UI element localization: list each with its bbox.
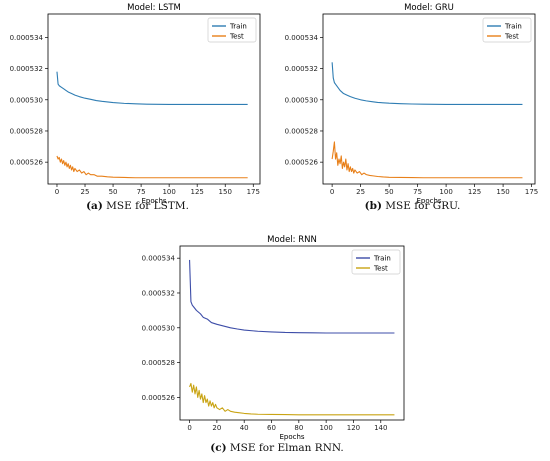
chart-rnn-ytick-label: 0.000528 bbox=[142, 359, 175, 367]
chart-rnn-xtick-label: 0 bbox=[187, 424, 191, 432]
chart-lstm-series-train-line bbox=[56, 71, 248, 106]
caption-lstm: (a) MSE for LSTM. bbox=[0, 200, 275, 212]
chart-rnn-plot-frame bbox=[179, 245, 405, 421]
chart-rnn-xtick-label: 20 bbox=[212, 424, 221, 432]
chart-lstm-legend-label-test: Test bbox=[229, 33, 244, 41]
chart-lstm-ytick-label: 0.000528 bbox=[10, 127, 43, 135]
chart-gru: Model: GRU 0 25 50 75 100 125 150 175 0.000526 0.0… bbox=[285, 3, 539, 205]
caption-rnn-letter: (c) bbox=[210, 442, 227, 454]
chart-panel-lstm: Model: LSTM 0 25 50 75 100 125 150 175 0.000526 0.… bbox=[0, 0, 275, 205]
chart-gru-ytick-label: 0.000528 bbox=[285, 127, 318, 135]
chart-gru-xtick-label: 75 bbox=[413, 188, 422, 196]
caption-gru: (b) MSE for GRU. bbox=[275, 200, 550, 212]
chart-rnn-xtick-label: 100 bbox=[319, 424, 332, 432]
chart-gru-legend-label-train: Train bbox=[504, 23, 522, 31]
chart-gru-ytick-label: 0.000532 bbox=[285, 65, 318, 73]
chart-rnn-ytick-label: 0.000534 bbox=[142, 255, 176, 263]
chart-lstm-ytick-label: 0.000530 bbox=[10, 96, 43, 104]
chart-lstm-series-test-line bbox=[56, 155, 248, 179]
chart-gru-xtick-label: 50 bbox=[385, 188, 394, 196]
chart-rnn-xtick-label: 60 bbox=[267, 424, 276, 432]
chart-lstm-legend-label-train: Train bbox=[229, 23, 247, 31]
chart-gru-legend-label-test: Test bbox=[504, 33, 519, 41]
chart-rnn-xtick-label: 120 bbox=[347, 424, 360, 432]
chart-gru-title: Model: GRU bbox=[404, 3, 454, 13]
chart-rnn-series-test-line bbox=[189, 382, 395, 416]
caption-lstm-text: MSE for LSTM. bbox=[102, 200, 189, 212]
chart-rnn-title: Model: RNN bbox=[267, 235, 317, 245]
chart-gru-xtick-label: 150 bbox=[496, 188, 509, 196]
chart-lstm-xlabel: Epochs bbox=[141, 197, 166, 205]
chart-rnn-legend-label-train: Train bbox=[373, 255, 391, 263]
chart-lstm-ytick-label: 0.000534 bbox=[10, 34, 44, 42]
chart-rnn-xtick-label: 40 bbox=[240, 424, 249, 432]
chart-panel-rnn: Model: RNN 0 20 40 60 80 100 120 140 0.000526 0.00… bbox=[132, 232, 422, 441]
chart-gru-xlabel: Epochs bbox=[416, 197, 441, 205]
chart-panel-gru: Model: GRU 0 25 50 75 100 125 150 175 0.000526 0.0… bbox=[275, 0, 550, 205]
chart-lstm-ytick-label: 0.000526 bbox=[10, 159, 44, 167]
chart-gru-series-train-line bbox=[331, 62, 523, 106]
chart-gru-ytick-label: 0.000530 bbox=[285, 96, 318, 104]
chart-rnn-legend-label-test: Test bbox=[373, 265, 388, 273]
chart-lstm-plot-frame bbox=[47, 13, 261, 185]
chart-lstm-ytick-label: 0.000532 bbox=[10, 65, 43, 73]
chart-lstm-xtick-label: 75 bbox=[137, 188, 146, 196]
chart-rnn-legend: Train Test bbox=[351, 249, 401, 275]
chart-rnn-xtick-label: 80 bbox=[294, 424, 303, 432]
chart-lstm-xtick-label: 100 bbox=[162, 188, 175, 196]
chart-lstm-legend: Train Test bbox=[207, 17, 257, 43]
chart-rnn-series-train-line bbox=[189, 259, 395, 334]
caption-gru-text: MSE for GRU. bbox=[381, 200, 461, 212]
chart-gru-ytick-label: 0.000526 bbox=[285, 159, 319, 167]
chart-lstm-xtick-label: 125 bbox=[190, 188, 203, 196]
chart-rnn-xlabel: Epochs bbox=[279, 433, 304, 441]
chart-gru-xtick-label: 100 bbox=[439, 188, 452, 196]
chart-lstm: Model: LSTM 0 25 50 75 100 125 150 175 0.000526 0.… bbox=[10, 3, 261, 205]
chart-lstm-xtick-label: 175 bbox=[247, 188, 260, 196]
chart-rnn-ytick-label: 0.000526 bbox=[142, 394, 176, 402]
caption-rnn: (c) MSE for Elman RNN. bbox=[132, 442, 422, 454]
chart-gru-xtick-label: 0 bbox=[330, 188, 334, 196]
chart-rnn-xtick-label: 140 bbox=[374, 424, 387, 432]
chart-rnn-ytick-label: 0.000530 bbox=[142, 324, 175, 332]
chart-lstm-title: Model: LSTM bbox=[127, 3, 181, 13]
caption-gru-letter: (b) bbox=[364, 200, 382, 212]
chart-gru-legend: Train Test bbox=[482, 17, 532, 43]
chart-lstm-xtick-label: 0 bbox=[55, 188, 59, 196]
caption-rnn-text: MSE for Elman RNN. bbox=[226, 442, 344, 454]
chart-gru-xtick-label: 125 bbox=[468, 188, 481, 196]
chart-rnn: Model: RNN 0 20 40 60 80 100 120 140 0.000526 0.00… bbox=[142, 235, 405, 441]
chart-gru-series-test-line bbox=[331, 141, 523, 179]
chart-gru-plot-frame bbox=[322, 13, 536, 185]
chart-lstm-xtick-label: 50 bbox=[109, 188, 118, 196]
chart-gru-xtick-label: 25 bbox=[356, 188, 365, 196]
chart-lstm-xtick-label: 150 bbox=[219, 188, 232, 196]
chart-rnn-ytick-label: 0.000532 bbox=[142, 289, 175, 297]
chart-gru-ytick-label: 0.000534 bbox=[285, 34, 319, 42]
caption-lstm-letter: (a) bbox=[86, 200, 103, 212]
chart-gru-xtick-label: 175 bbox=[525, 188, 538, 196]
chart-lstm-xtick-label: 25 bbox=[81, 188, 90, 196]
